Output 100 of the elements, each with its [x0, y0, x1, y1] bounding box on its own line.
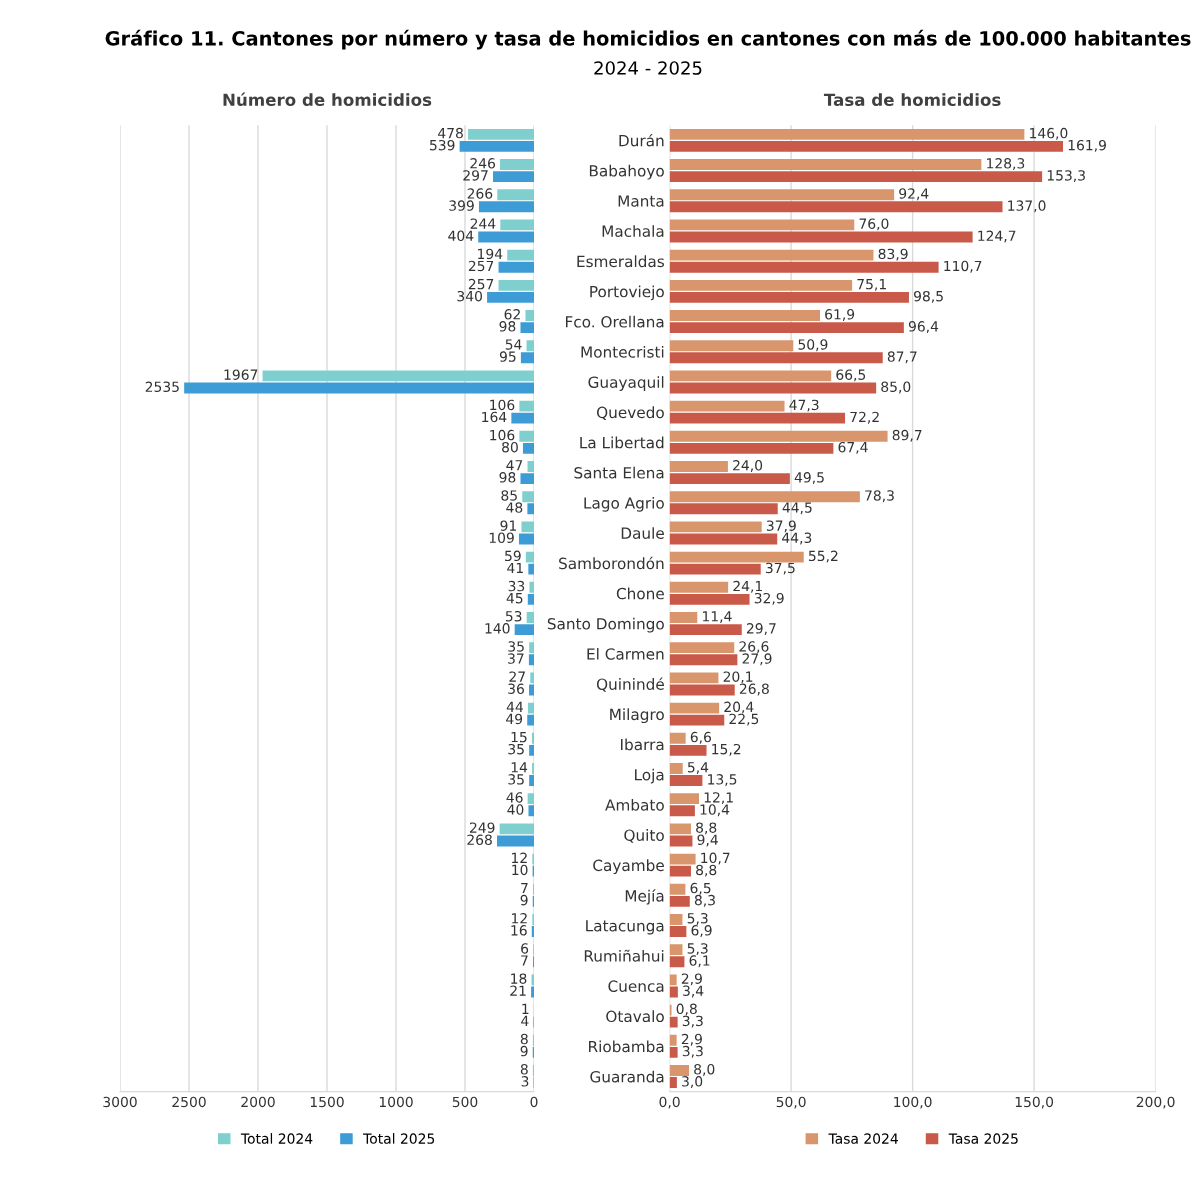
bar [487, 291, 534, 303]
data-label: 67,4 [838, 441, 868, 454]
data-label: 249 [469, 822, 495, 833]
data-label: 15,2 [712, 743, 741, 756]
bar [669, 895, 690, 907]
y-tick-label: Quinindé [596, 677, 664, 692]
data-label: 26,8 [739, 683, 769, 696]
y-tick-label: Rumiñahui [584, 949, 664, 962]
bar [669, 624, 742, 635]
y-tick-label: Riobamba [589, 1040, 664, 1053]
y-tick-label: Quito [624, 829, 664, 843]
bar [669, 491, 860, 503]
y-tick-label: Babahoyo [589, 164, 664, 180]
bar [669, 926, 687, 937]
y-tick-label: Guaranda [590, 1070, 664, 1083]
bar [522, 442, 534, 454]
bar [669, 370, 832, 382]
data-label: 257 [468, 278, 494, 290]
data-label: 62 [504, 309, 520, 320]
bar [520, 322, 534, 334]
data-label: 8 [520, 1033, 528, 1045]
data-label: 478 [438, 127, 463, 139]
data-label: 44,3 [782, 532, 812, 545]
data-label: 146,0 [1030, 127, 1068, 140]
data-label: 35 [508, 774, 524, 785]
data-label: 6,1 [689, 955, 710, 968]
data-label: 50,9 [798, 339, 828, 352]
text: Gráfico 11. Cantones por número y tasa de homicidios en cantones con más de 100.000 habitantes [105, 29, 1191, 50]
data-label: 0,8 [676, 1003, 697, 1016]
bar [669, 714, 725, 726]
bar [669, 775, 703, 786]
data-label: 2,9 [681, 973, 702, 986]
data-label: 3,3 [682, 1045, 703, 1058]
bar [669, 159, 982, 170]
data-label: 3 [521, 1076, 529, 1087]
bar [669, 563, 761, 575]
bar [669, 593, 750, 605]
bar [669, 461, 728, 472]
bar [500, 159, 534, 170]
data-label: 15 [511, 731, 527, 743]
bar [669, 473, 790, 485]
bar [669, 672, 719, 684]
bar [262, 370, 534, 382]
y-tick-label: Mejía [625, 889, 664, 905]
y-tick-label: Quevedo [597, 406, 664, 420]
bar [522, 491, 534, 503]
bar [669, 865, 691, 877]
x-tick-label: 100,0 [894, 1096, 932, 1109]
data-label: 11,4 [702, 611, 732, 623]
data-label: 399 [449, 200, 474, 211]
bar [669, 442, 834, 454]
data-label: 37,9 [766, 520, 796, 533]
data-label: 41 [507, 562, 523, 574]
bar [669, 793, 699, 805]
data-label: 7 [521, 955, 528, 966]
data-label: 95 [499, 351, 516, 362]
data-label: 78,3 [865, 490, 894, 503]
bar [493, 171, 534, 183]
bar [669, 400, 785, 412]
data-label: 12,1 [704, 792, 733, 805]
bar [497, 835, 534, 847]
bar [498, 261, 534, 273]
data-label: 46 [506, 792, 523, 803]
bar [528, 805, 534, 817]
data-label: 10,4 [700, 804, 730, 817]
data-label: 32,9 [754, 592, 784, 605]
y-tick-label: Cayambe [593, 859, 664, 875]
y-tick-label: Loja [635, 768, 664, 784]
data-label: 268 [467, 834, 492, 845]
data-label: 48 [506, 502, 523, 513]
bar [669, 128, 1025, 140]
bar [669, 974, 677, 986]
bar [669, 744, 707, 756]
data-label: 164 [482, 411, 507, 423]
data-label: 8 [520, 1063, 528, 1075]
y-tick-label: Fco. Orellana [566, 315, 664, 328]
text: 2024 - 2025 [594, 61, 702, 75]
data-label: 47 [506, 460, 523, 471]
data-label: 161,9 [1068, 139, 1106, 152]
data-label: 194 [478, 248, 503, 260]
bar [669, 1077, 677, 1088]
bar [669, 805, 695, 817]
data-label: 5,4 [687, 762, 709, 774]
data-label: 21 [510, 985, 526, 996]
data-label: 13,5 [708, 774, 737, 786]
legend-label: Tasa 2025 [948, 1133, 1018, 1144]
data-label: 85 [501, 490, 517, 501]
bar [478, 201, 534, 213]
data-label: 8,8 [696, 822, 717, 835]
y-tick-label: Portoviejo [590, 285, 664, 301]
bar [521, 521, 534, 533]
data-label: 91 [500, 520, 516, 531]
data-label: 49,5 [794, 472, 824, 485]
bar [497, 189, 534, 201]
data-label: 124,7 [978, 230, 1016, 243]
bar [669, 171, 1043, 183]
x-tick-label: 150,0 [1015, 1096, 1054, 1109]
data-label: 35 [508, 641, 524, 652]
data-label: 5,3 [687, 912, 708, 925]
data-label: 153,3 [1047, 170, 1085, 183]
